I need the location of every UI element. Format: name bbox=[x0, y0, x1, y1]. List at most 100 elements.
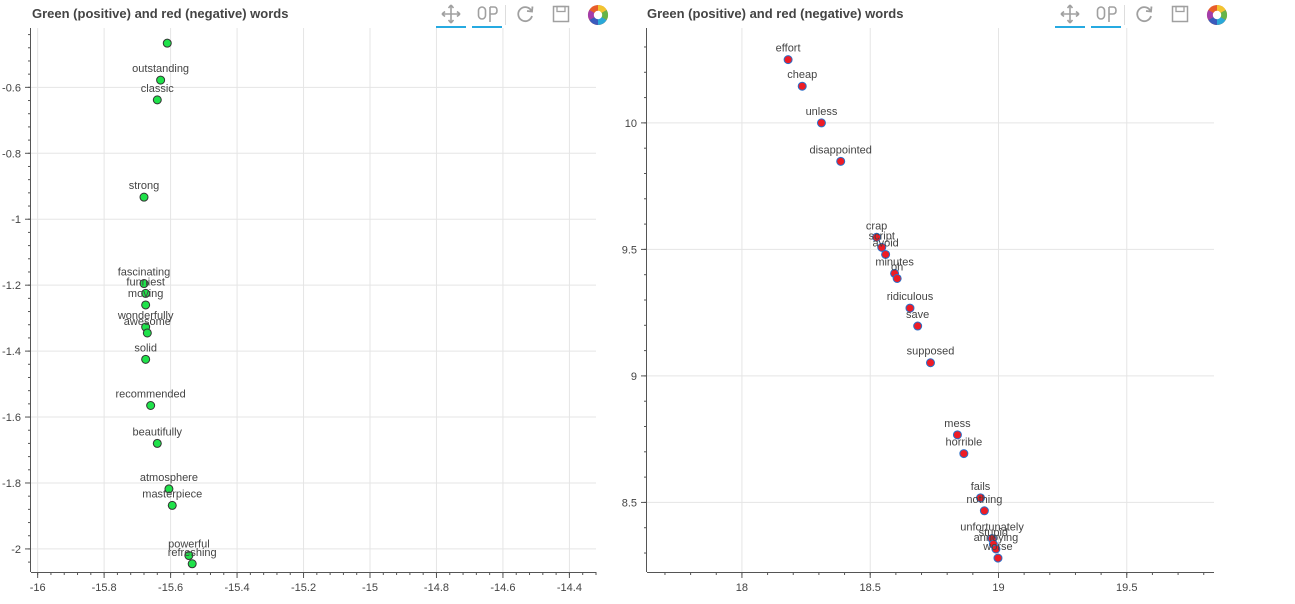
point-label: oh bbox=[891, 261, 903, 273]
scatter-point[interactable] bbox=[816, 118, 826, 128]
x-tick-label: 18 bbox=[736, 582, 748, 594]
point-label: unless bbox=[806, 106, 838, 118]
scatter-point[interactable] bbox=[905, 303, 915, 313]
scatter-point[interactable] bbox=[167, 500, 177, 510]
point-label: mess bbox=[944, 418, 971, 430]
scatter-point[interactable] bbox=[139, 279, 149, 289]
scatter-point[interactable] bbox=[187, 559, 197, 569]
right-scatter-plot[interactable]: 18 18.5 19 19.5 10 9.5 9 8.5 effort cheap unless di… bbox=[620, 0, 1295, 604]
x-tick-label: -14.6 bbox=[490, 582, 515, 594]
scatter-point[interactable] bbox=[976, 493, 986, 503]
wheel-zoom-icon bbox=[1096, 6, 1117, 22]
scatter-point[interactable] bbox=[959, 449, 969, 459]
y-tick-label: -0.8 bbox=[2, 148, 21, 160]
scatter-point[interactable] bbox=[877, 242, 887, 252]
point-label: avoid bbox=[872, 237, 898, 249]
pan-tool-button[interactable] bbox=[436, 2, 466, 28]
scatter-point[interactable] bbox=[162, 38, 172, 48]
point-label: atmosphere bbox=[140, 472, 198, 484]
wheel-zoom-tool-button[interactable] bbox=[1091, 2, 1121, 28]
x-tick-label: -14.4 bbox=[557, 582, 582, 594]
point-label: funniest bbox=[126, 276, 165, 288]
scatter-point[interactable] bbox=[836, 156, 846, 166]
y-tick-label: -1.4 bbox=[2, 346, 21, 358]
reset-icon bbox=[1136, 6, 1153, 23]
scatter-point[interactable] bbox=[152, 438, 162, 448]
bokeh-logo-button[interactable] bbox=[1201, 2, 1231, 28]
scatter-point[interactable] bbox=[979, 506, 989, 516]
point-label: strong bbox=[129, 180, 160, 192]
axes: -16 -15.8 -15.6 -15.4 -15.2 -15 -14.8 -14.6 -14.… bbox=[2, 28, 597, 594]
scatter-point[interactable] bbox=[164, 484, 174, 494]
point-label: nothing bbox=[966, 494, 1002, 506]
scatter-point[interactable] bbox=[146, 401, 156, 411]
y-tick-label: 8.5 bbox=[622, 497, 637, 509]
point-label: ridiculous bbox=[887, 291, 934, 303]
x-tick-label: 19.5 bbox=[1116, 582, 1137, 594]
point-label: awesome bbox=[124, 316, 171, 328]
point-label: unfortunately bbox=[960, 522, 1024, 534]
reset-tool-button[interactable] bbox=[510, 2, 540, 28]
point-labels: effortcheapunlessdisappointedcrapscripta… bbox=[776, 43, 1025, 553]
scatter-point[interactable] bbox=[142, 328, 152, 338]
bokeh-logo-icon bbox=[588, 5, 608, 25]
y-tick-label: -1.6 bbox=[2, 412, 21, 424]
bokeh-logo-button[interactable] bbox=[582, 2, 612, 28]
scatter-point[interactable] bbox=[952, 430, 962, 440]
scatter-point[interactable] bbox=[141, 288, 151, 298]
right-plot-title: Green (positive) and red (negative) word… bbox=[647, 6, 904, 21]
scatter-point[interactable] bbox=[139, 192, 149, 202]
wheel-zoom-icon bbox=[477, 6, 498, 22]
point-label: disappointed bbox=[810, 144, 872, 156]
point-label: beautifully bbox=[133, 426, 183, 438]
save-tool-button[interactable] bbox=[546, 2, 576, 28]
scatter-point[interactable] bbox=[892, 273, 902, 283]
scatter-point[interactable] bbox=[872, 232, 882, 242]
scatter-point[interactable] bbox=[141, 300, 151, 310]
left-plot-panel: Green (positive) and red (negative) word… bbox=[0, 0, 620, 604]
point-label: moving bbox=[128, 288, 163, 300]
x-tick-label: -15.2 bbox=[291, 582, 316, 594]
point-label: crap bbox=[866, 220, 887, 232]
scatter-point[interactable] bbox=[926, 358, 935, 368]
scatter-point[interactable] bbox=[141, 354, 151, 364]
x-tick-label: 18.5 bbox=[859, 582, 880, 594]
toolbar-separator bbox=[1124, 5, 1125, 25]
wheel-zoom-tool-button[interactable] bbox=[472, 2, 502, 28]
point-label: minutes bbox=[875, 256, 914, 268]
gridlines bbox=[647, 28, 1214, 572]
scatter-point[interactable] bbox=[783, 55, 793, 65]
y-tick-label: 10 bbox=[625, 118, 637, 130]
scatter-point[interactable] bbox=[913, 321, 923, 331]
scatter-point[interactable] bbox=[797, 81, 807, 91]
pan-tool-button[interactable] bbox=[1055, 2, 1085, 28]
point-labels: outstanding classic strong fascinatingfunni… bbox=[115, 63, 216, 559]
point-label: script bbox=[869, 230, 895, 242]
point-label: supposed bbox=[907, 346, 955, 358]
x-tick-label: -15.8 bbox=[92, 582, 117, 594]
x-tick-label: -15.4 bbox=[225, 582, 250, 594]
x-tick-label: -16 bbox=[30, 582, 46, 594]
point-label: annoying bbox=[974, 532, 1019, 544]
point-label: classic bbox=[141, 83, 175, 95]
reset-tool-button[interactable] bbox=[1129, 2, 1159, 28]
y-tick-label: -1 bbox=[11, 214, 21, 226]
scatter-point[interactable] bbox=[991, 544, 1001, 554]
point-label: cheap bbox=[787, 69, 817, 81]
left-toolbar bbox=[436, 2, 618, 28]
scatter-point[interactable] bbox=[156, 75, 166, 85]
left-plot-title: Green (positive) and red (negative) word… bbox=[32, 6, 289, 21]
bokeh-logo-icon bbox=[1207, 5, 1227, 25]
reset-icon bbox=[517, 6, 534, 23]
scatter-point[interactable] bbox=[993, 553, 1003, 563]
scatter-point[interactable] bbox=[881, 249, 891, 259]
left-scatter-plot[interactable]: -16 -15.8 -15.6 -15.4 -15.2 -15 -14.8 -14.6 -14.… bbox=[0, 0, 620, 604]
point-label: powerful bbox=[168, 539, 210, 551]
scatter-point[interactable] bbox=[184, 551, 194, 561]
save-icon bbox=[552, 5, 570, 23]
save-tool-button[interactable] bbox=[1165, 2, 1195, 28]
point-label: outstanding bbox=[132, 63, 189, 75]
point-label: stupid bbox=[979, 527, 1008, 539]
y-tick-label: 9.5 bbox=[622, 244, 637, 256]
scatter-point[interactable] bbox=[152, 95, 162, 105]
